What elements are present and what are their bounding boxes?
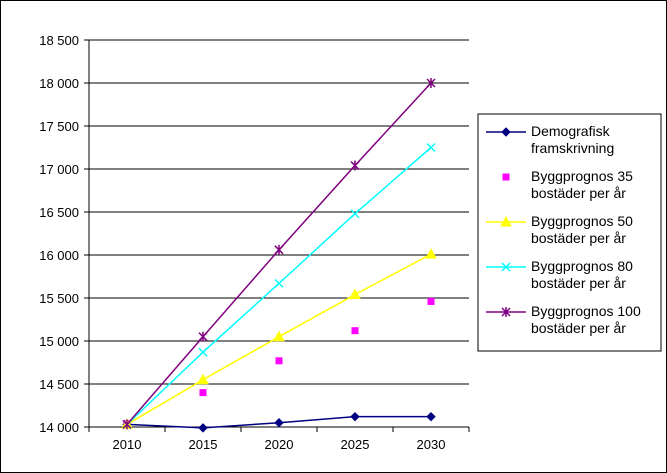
series-2	[123, 297, 435, 428]
legend-marker	[500, 215, 512, 227]
data-point	[198, 423, 208, 433]
data-point	[350, 160, 360, 171]
data-point	[275, 357, 283, 365]
series-group	[121, 78, 437, 433]
legend-marker	[502, 173, 510, 181]
data-point	[426, 142, 436, 153]
y-tick-label: 14 500	[39, 377, 79, 392]
series-3	[121, 248, 437, 429]
data-point	[122, 419, 132, 430]
data-point	[350, 411, 360, 422]
x-tick-label: 2010	[113, 437, 142, 452]
data-point	[274, 244, 284, 255]
data-point	[273, 330, 285, 342]
legend-label: bostäder per år	[531, 320, 626, 336]
y-tick-label: 16 000	[39, 248, 79, 263]
x-tick-label: 2015	[189, 437, 218, 452]
y-tick-label: 18 500	[39, 33, 79, 48]
y-tick-label: 17 000	[39, 162, 79, 177]
legend-label: Byggprognos 80	[531, 258, 633, 274]
data-point	[426, 411, 436, 422]
legend-label: Byggprognos 50	[531, 213, 633, 229]
y-tick-label: 14 000	[39, 420, 79, 435]
data-point	[197, 373, 209, 385]
legend-label: bostäder per år	[531, 230, 626, 246]
y-tick-label: 16 500	[39, 205, 79, 220]
legend-marker	[501, 307, 511, 317]
x-tick-label: 2025	[341, 437, 370, 452]
data-point	[349, 288, 361, 300]
series-1	[122, 411, 436, 433]
data-point	[426, 78, 436, 88]
gridlines	[89, 39, 469, 428]
series-line	[126, 146, 432, 425]
data-point	[199, 389, 207, 397]
data-point	[274, 278, 284, 288]
y-tick-label: 17 500	[39, 119, 79, 134]
legend-label: Byggprognos 100	[531, 303, 641, 319]
series-4	[122, 142, 436, 429]
legend-label: bostäder per år	[531, 185, 626, 201]
series-5	[122, 78, 436, 430]
data-point	[274, 417, 284, 428]
y-tick-label: 18 000	[39, 76, 79, 91]
x-tick-label: 2030	[417, 437, 446, 452]
legend-marker	[501, 127, 511, 137]
data-point	[198, 347, 208, 357]
data-point	[198, 331, 208, 342]
legend-marker	[501, 262, 511, 272]
data-point	[427, 297, 435, 305]
data-point	[425, 248, 437, 259]
legend-label: Byggprognos 35	[531, 168, 633, 184]
data-point	[350, 209, 360, 219]
y-tick-label: 15 000	[39, 334, 79, 349]
data-point	[351, 327, 359, 335]
legend-label: framskrivning	[531, 140, 614, 156]
x-axis: 2010 2015 2020 2025 2030	[88, 426, 470, 452]
x-tick-label: 2020	[265, 437, 294, 452]
legend-label: Demografisk	[531, 123, 611, 139]
legend-label: bostäder per år	[531, 275, 626, 291]
y-axis: 14 000 14 500 15 000 15 500 16 000 16 500 17 0…	[39, 33, 90, 435]
y-tick-label: 15 500	[39, 291, 79, 306]
